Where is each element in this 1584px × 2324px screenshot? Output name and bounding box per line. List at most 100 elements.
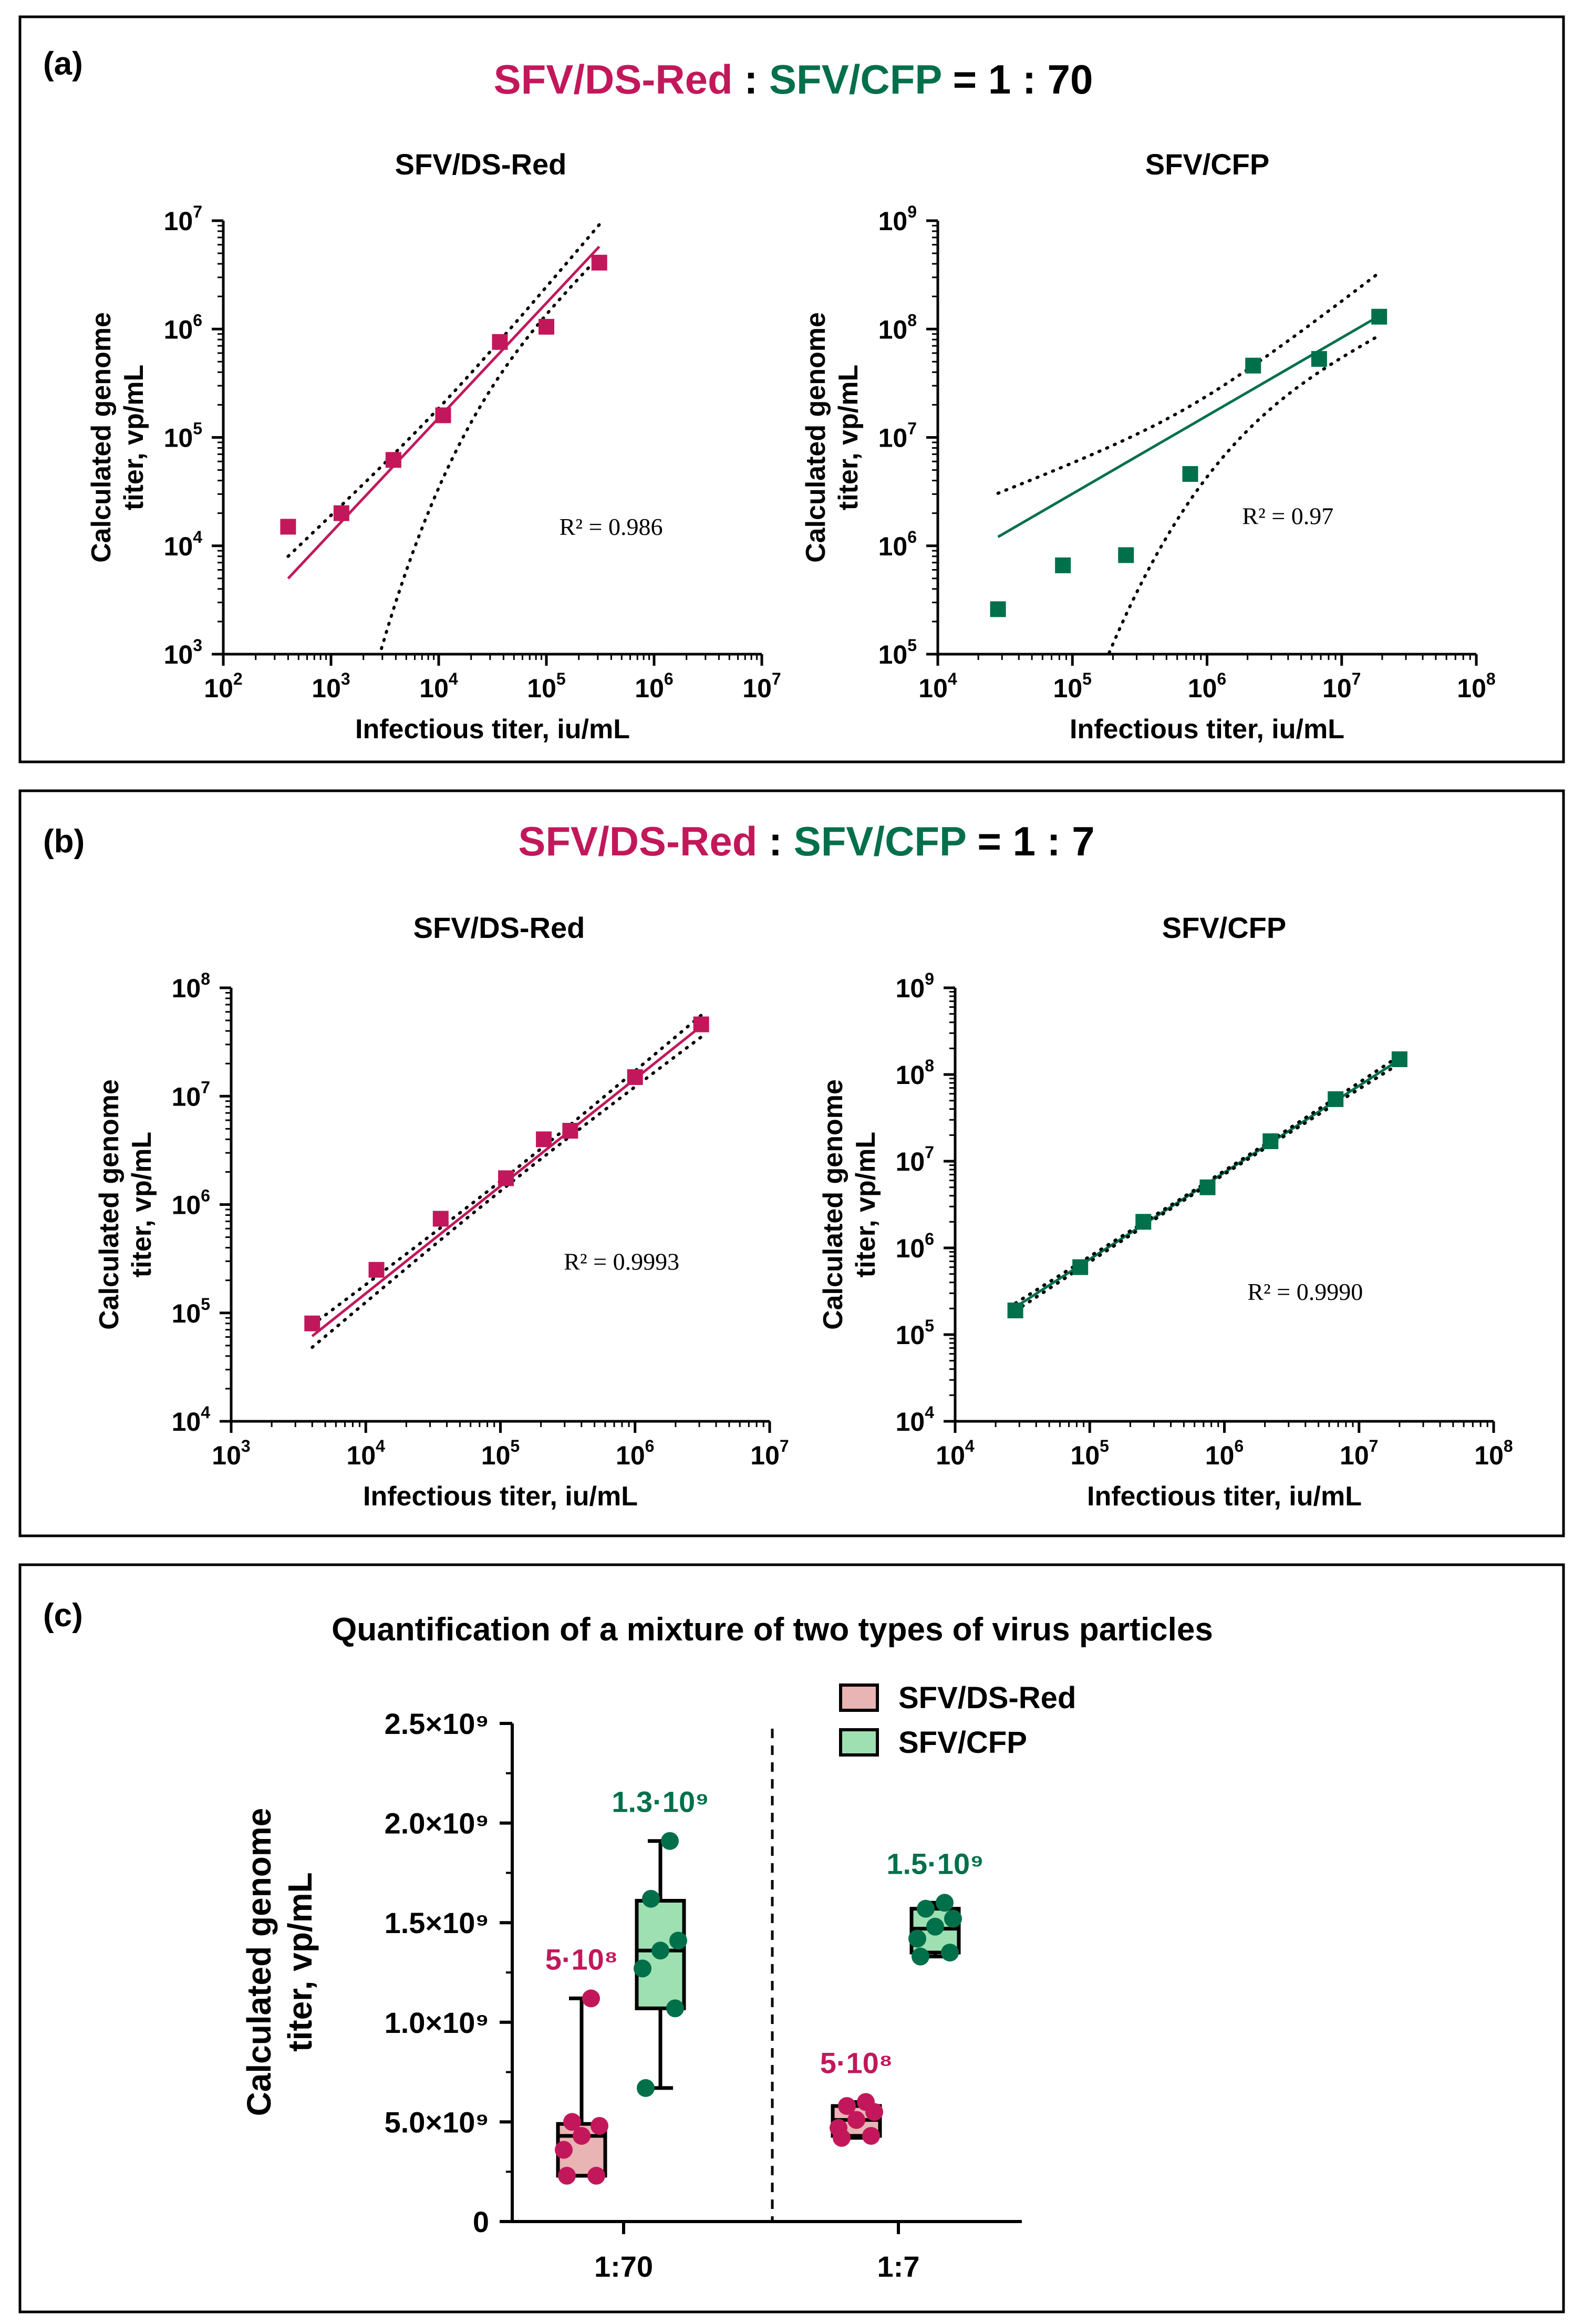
y-tick-exponent: 7	[193, 202, 202, 221]
y-tick-exponent: 5	[193, 419, 202, 438]
data-point	[1118, 547, 1134, 563]
y-tick-label: 108	[878, 311, 917, 344]
y-tick-exponent: 3	[193, 636, 202, 655]
y-tick-label: 104	[896, 1403, 935, 1437]
ratio-a-green: SFV/CFP	[769, 56, 941, 102]
y-tick-label: 2.0×10⁹	[385, 1807, 489, 1840]
y-tick-label: 1.0×10⁹	[385, 2006, 489, 2039]
data-point	[857, 2093, 875, 2111]
data-point	[368, 1262, 385, 1278]
y-axis-label-line: Calculated genome	[801, 312, 831, 563]
y-tick-exponent: 8	[925, 1056, 934, 1075]
data-point	[862, 2126, 880, 2145]
y-tick-exponent: 5	[925, 1316, 934, 1335]
panel-b-ratio: SFV/DS-Red : SFV/CFP = 1 : 7	[518, 818, 1094, 864]
data-point	[1055, 557, 1071, 573]
x-tick-exponent: 7	[1352, 669, 1361, 688]
y-tick-label: 109	[878, 202, 917, 236]
y-tick-exponent: 9	[925, 969, 934, 988]
y-axis-label: Calculated genometiter, vp/mL	[818, 1079, 881, 1330]
data-point	[587, 2166, 605, 2185]
box-annotation: 5·10⁸	[545, 1943, 618, 1976]
confidence-band-upper	[996, 271, 1381, 495]
r-squared-label: R² = 0.97	[1242, 503, 1333, 530]
y-axis-label-line: titer, vp/mL	[127, 1132, 157, 1277]
chart-c-boxplot: Quantification of a mixture of two types…	[240, 1612, 1213, 2283]
y-tick-label: 105	[878, 636, 917, 669]
y-tick-exponent: 9	[907, 202, 917, 221]
data-point	[1311, 351, 1327, 367]
legend-label: SFV/DS-Red	[898, 1681, 1076, 1715]
y-axis-label-line: Calculated genome	[818, 1079, 848, 1330]
x-tick-exponent: 8	[1486, 669, 1496, 688]
data-point	[385, 452, 401, 468]
y-tick-exponent: 8	[201, 969, 210, 988]
x-tick-label: 106	[616, 1437, 654, 1470]
y-axis-label-line: Calculated genome	[94, 1079, 125, 1330]
x-tick-exponent: 5	[510, 1437, 520, 1455]
chart-b-sfv-cfp: SFV/CFP 104 105 106 107 108 104 105 106 107 108 109…	[818, 911, 1513, 1512]
data-point	[1199, 1179, 1216, 1195]
y-tick-label: 107	[896, 1143, 934, 1176]
x-tick-exponent: 5	[556, 669, 566, 688]
x-tick-label: 108	[1474, 1437, 1513, 1470]
x-tick-exponent: 6	[664, 669, 674, 688]
x-tick-exponent: 5	[1082, 669, 1092, 688]
y-tick-exponent: 5	[907, 636, 917, 655]
y-tick-exponent: 5	[201, 1295, 210, 1314]
chart-title: SFV/CFP	[1162, 911, 1286, 944]
y-tick-label: 106	[172, 1186, 210, 1220]
x-tick-label: 106	[635, 669, 673, 703]
x-axis-label: Infectious titer, iu/mL	[1070, 714, 1344, 745]
data-point	[492, 334, 508, 350]
data-point	[1262, 1133, 1279, 1149]
y-tick-label: 107	[172, 1078, 210, 1111]
x-tick-label: 104	[918, 669, 957, 703]
ratio-a-sep: :	[733, 56, 769, 102]
y-tick-label: 103	[164, 636, 202, 669]
y-tick-exponent: 7	[201, 1078, 210, 1097]
data-point	[582, 1989, 600, 2008]
panel-a-frame	[18, 15, 1565, 763]
data-point	[539, 318, 554, 335]
y-axis-label-line: titer, vp/mL	[851, 1132, 881, 1277]
y-tick-exponent: 8	[907, 311, 917, 329]
y-axis-label: Calculated genometiter, vp/mL	[94, 1079, 157, 1330]
x-tick-exponent: 5	[1100, 1437, 1109, 1455]
y-tick-exponent: 6	[925, 1230, 934, 1248]
y-tick-exponent: 4	[193, 528, 202, 546]
data-point	[627, 1069, 643, 1085]
data-point	[917, 1899, 935, 1918]
x-tick-label: 103	[312, 669, 350, 703]
data-point	[304, 1315, 320, 1331]
data-point	[944, 1909, 962, 1928]
data-point	[838, 2097, 856, 2115]
chart-title: SFV/CFP	[1145, 148, 1269, 181]
confidence-band-upper	[310, 1014, 703, 1327]
x-tick-exponent: 6	[645, 1437, 655, 1455]
data-point	[563, 2113, 581, 2131]
data-point	[941, 1944, 959, 1962]
y-axis-label: Calculated genometiter, vp/mL	[86, 312, 149, 563]
x-tick-exponent: 6	[1217, 669, 1226, 688]
data-point	[1007, 1303, 1023, 1319]
x-tick-label: 104	[936, 1437, 975, 1470]
panel-c-frame	[18, 1563, 1565, 2313]
data-point	[1328, 1091, 1344, 1107]
y-tick-exponent: 6	[201, 1186, 210, 1205]
panel-b-frame	[18, 789, 1565, 1537]
data-point	[847, 2111, 865, 2129]
chart-title: Quantification of a mixture of two types…	[332, 1612, 1213, 1648]
y-axis-label-line: titer, vp/mL	[281, 1872, 319, 2051]
data-point	[1072, 1259, 1089, 1275]
r-squared-label: R² = 0.9990	[1247, 1278, 1363, 1305]
data-point	[591, 2116, 608, 2135]
y-tick-label: 105	[164, 419, 202, 453]
data-point	[558, 2166, 576, 2185]
data-point	[432, 1211, 449, 1227]
data-point	[536, 1131, 552, 1148]
x-tick-exponent: 4	[376, 1437, 385, 1455]
